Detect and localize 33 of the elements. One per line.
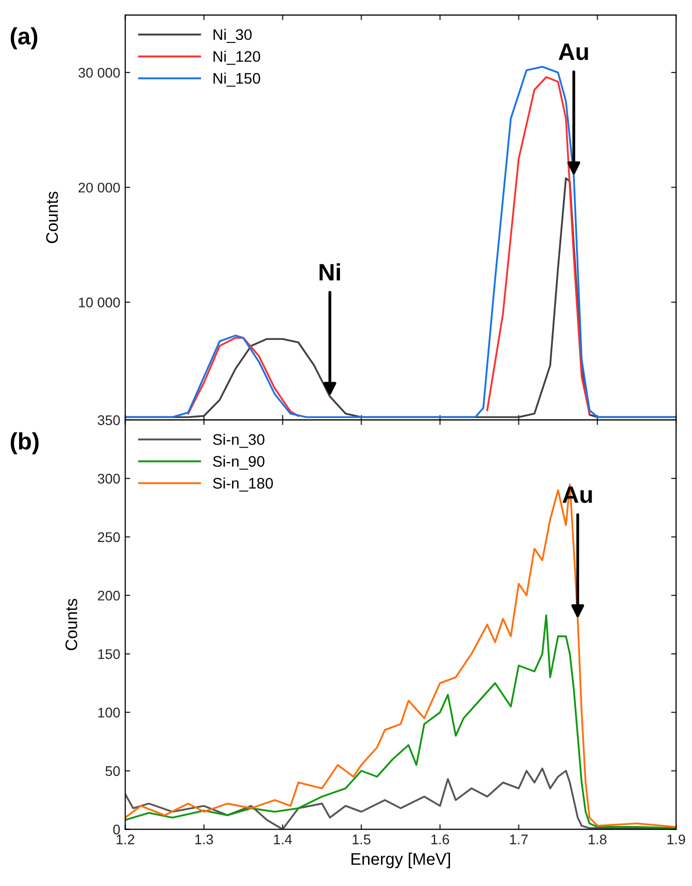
legend-label: Si-n_30 — [213, 434, 264, 448]
x-tick-label: 1.9 — [667, 834, 686, 844]
y-tick-label: 100 — [98, 708, 120, 718]
legend-label: Ni_150 — [214, 72, 260, 87]
y-tick-label: 30 000 — [78, 68, 120, 78]
y-tick-label: 150 — [98, 649, 120, 660]
y-tick-label: 350 — [98, 415, 120, 426]
legend-label: Si-n_90 — [213, 456, 264, 470]
line-series — [125, 66, 676, 418]
chart-title: (a) — [10, 27, 38, 50]
y-tick-label: 250 — [98, 532, 120, 542]
x-tick-label: 1.7 — [510, 834, 528, 844]
y-tick-label: 50 — [106, 766, 120, 776]
x-axis-title: Energy [MeV] — [352, 852, 450, 868]
y-axis-title: Counts — [46, 192, 58, 244]
x-tick-label: 1.6 — [431, 834, 450, 844]
y-axis-title: Counts — [65, 598, 78, 650]
y-tick-label: 20 000 — [78, 182, 120, 193]
x-tick-label: 1.3 — [195, 834, 213, 844]
x-tick-label: 1.5 — [352, 834, 370, 844]
y-tick-label: 0 — [113, 824, 120, 834]
x-tick-label: 1.2 — [116, 834, 134, 844]
y-tick-label: 200 — [98, 590, 120, 601]
annotation: Au — [558, 44, 588, 60]
chart-title: (b) — [10, 432, 39, 454]
x-tick-label: 1.8 — [588, 834, 606, 844]
legend-label: Si-n_180 — [213, 477, 273, 492]
annotation: Ni — [320, 263, 340, 280]
legend-label: Ni_120 — [214, 50, 260, 65]
legend-label: Ni_30 — [214, 28, 252, 43]
y-tick-label: 10 000 — [78, 298, 120, 308]
y-tick-label: 300 — [98, 474, 120, 484]
x-tick-label: 1.4 — [274, 834, 292, 844]
